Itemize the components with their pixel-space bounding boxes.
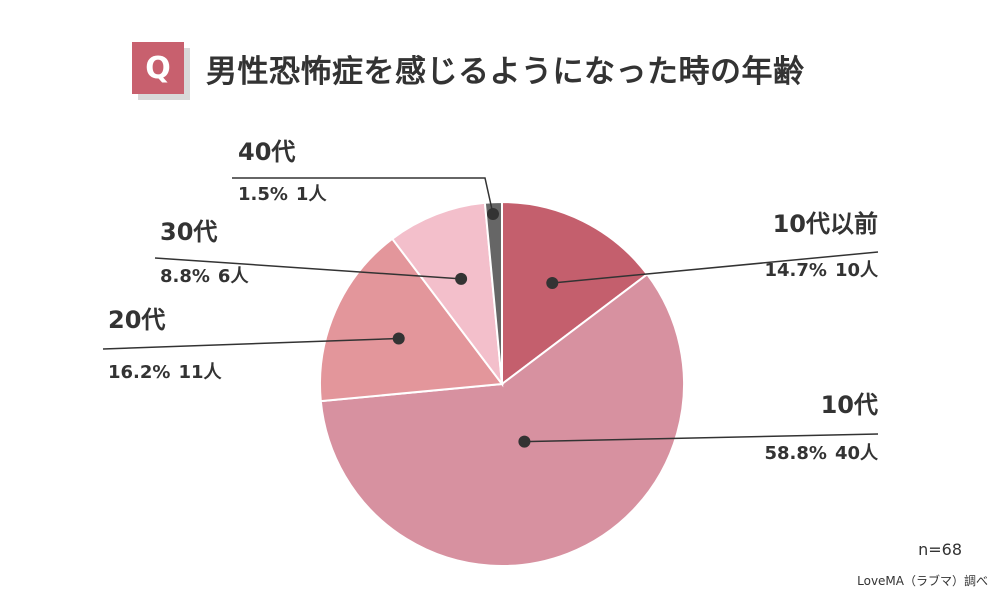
- slice-label-40s: 40代 1.5% 1人: [232, 138, 499, 220]
- slice-percent: 58.8%: [764, 443, 826, 464]
- slice-percent: 8.8%: [160, 266, 210, 287]
- leader-line: [232, 177, 494, 215]
- pie-slice-40s: [483, 200, 503, 385]
- leader-dot: [487, 208, 499, 220]
- slice-name: 10代: [821, 391, 878, 419]
- source-credit: LoveMA（ラブマ）調べ: [857, 574, 988, 588]
- leader-line: [102, 337, 399, 350]
- leader-dot: [518, 435, 531, 448]
- slice-stat: 1.5% 1人: [238, 184, 327, 205]
- leader-line: [552, 251, 879, 284]
- slice-label-10s-and-under: 10代以前 14.7% 10人: [546, 210, 879, 289]
- leader-line: [524, 433, 879, 443]
- slice-percent: 16.2%: [108, 362, 170, 383]
- chart-header: Q 男性恐怖症を感じるようになった時の年齢: [132, 40, 805, 96]
- leader-line: [154, 257, 462, 280]
- slice-count: 6人: [218, 266, 250, 287]
- pie-slice-20s: [319, 237, 504, 403]
- slice-name: 40代: [238, 138, 295, 166]
- sample-size: n=68: [918, 540, 962, 559]
- pie-slice-10s-and-under: [501, 200, 649, 387]
- leader-dot: [392, 332, 405, 345]
- chart-title: 男性恐怖症を感じるようになった時の年齢: [206, 53, 805, 90]
- slice-name: 30代: [160, 218, 217, 246]
- slice-label-20s: 20代 16.2% 11人: [102, 306, 405, 383]
- slice-stat: 14.7% 10人: [764, 260, 879, 281]
- slice-name: 20代: [108, 306, 165, 334]
- pie-slice-30s: [390, 201, 504, 388]
- slice-count: 1人: [296, 184, 328, 205]
- slice-count: 11人: [178, 362, 222, 383]
- leader-dot: [455, 272, 468, 285]
- slice-stat: 8.8% 6人: [160, 266, 249, 287]
- slice-percent: 1.5%: [238, 184, 288, 205]
- leader-dot: [546, 276, 559, 289]
- slice-count: 10人: [835, 260, 879, 281]
- slice-label-30s: 30代 8.8% 6人: [154, 218, 468, 287]
- slice-label-10s: 10代 58.8% 40人: [518, 391, 879, 464]
- slice-percent: 14.7%: [764, 260, 826, 281]
- slice-stat: 58.8% 40人: [764, 443, 879, 464]
- slice-count: 40人: [835, 443, 879, 464]
- pie-slice-10s: [319, 272, 685, 567]
- slice-name: 10代以前: [773, 210, 878, 238]
- slice-stat: 16.2% 11人: [108, 362, 223, 383]
- question-badge: Q: [132, 42, 184, 94]
